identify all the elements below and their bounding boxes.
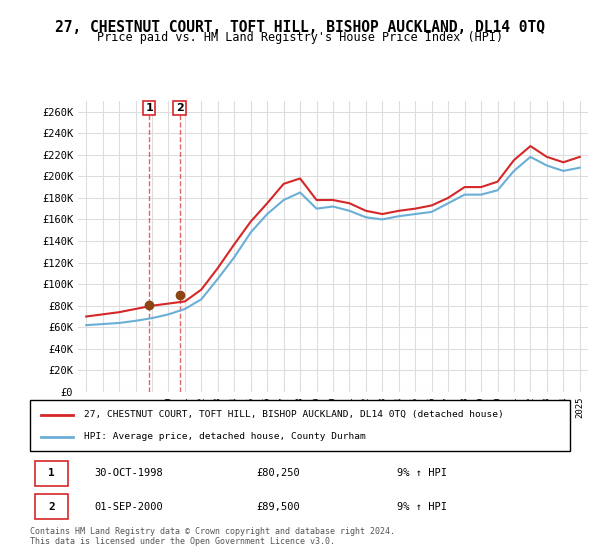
Text: 9% ↑ HPI: 9% ↑ HPI xyxy=(397,502,447,512)
FancyBboxPatch shape xyxy=(35,494,68,520)
FancyBboxPatch shape xyxy=(35,460,68,486)
Text: 2: 2 xyxy=(48,502,55,512)
FancyBboxPatch shape xyxy=(30,400,570,451)
Text: Contains HM Land Registry data © Crown copyright and database right 2024.
This d: Contains HM Land Registry data © Crown c… xyxy=(30,526,395,546)
Text: 27, CHESTNUT COURT, TOFT HILL, BISHOP AUCKLAND, DL14 0TQ (detached house): 27, CHESTNUT COURT, TOFT HILL, BISHOP AU… xyxy=(84,410,504,419)
Text: 27, CHESTNUT COURT, TOFT HILL, BISHOP AUCKLAND, DL14 0TQ: 27, CHESTNUT COURT, TOFT HILL, BISHOP AU… xyxy=(55,20,545,35)
Text: HPI: Average price, detached house, County Durham: HPI: Average price, detached house, Coun… xyxy=(84,432,366,441)
Text: £89,500: £89,500 xyxy=(257,502,301,512)
Text: 2: 2 xyxy=(176,103,184,113)
Text: 1: 1 xyxy=(48,468,55,478)
Text: 9% ↑ HPI: 9% ↑ HPI xyxy=(397,468,447,478)
Text: 1: 1 xyxy=(145,103,153,113)
Text: Price paid vs. HM Land Registry's House Price Index (HPI): Price paid vs. HM Land Registry's House … xyxy=(97,31,503,44)
Text: £80,250: £80,250 xyxy=(257,468,301,478)
Text: 30-OCT-1998: 30-OCT-1998 xyxy=(95,468,164,478)
Text: 01-SEP-2000: 01-SEP-2000 xyxy=(95,502,164,512)
